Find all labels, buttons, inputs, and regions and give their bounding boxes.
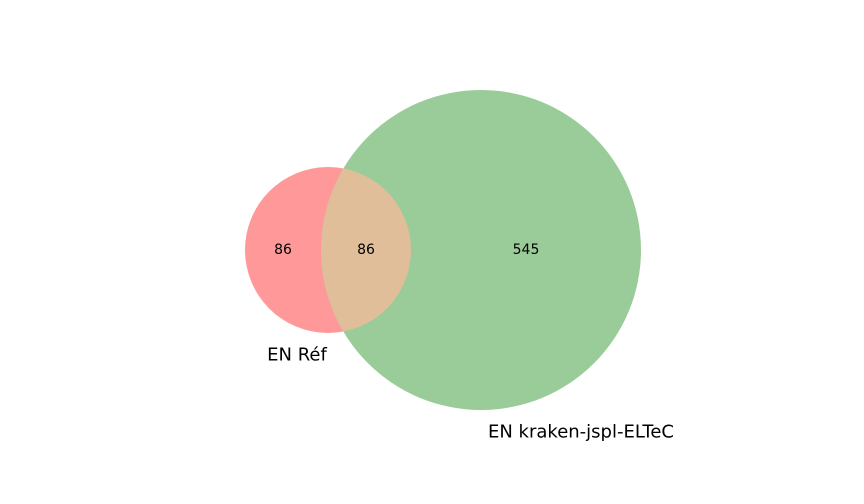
set-b-only-count: 545: [513, 242, 540, 258]
set-b-region: [321, 90, 641, 410]
set-b-label: EN kraken-jspl-ELTeC: [488, 422, 674, 443]
set-a-only-count: 86: [274, 242, 292, 258]
set-a-label: EN Réf: [267, 345, 327, 366]
intersection-count: 86: [357, 242, 375, 258]
